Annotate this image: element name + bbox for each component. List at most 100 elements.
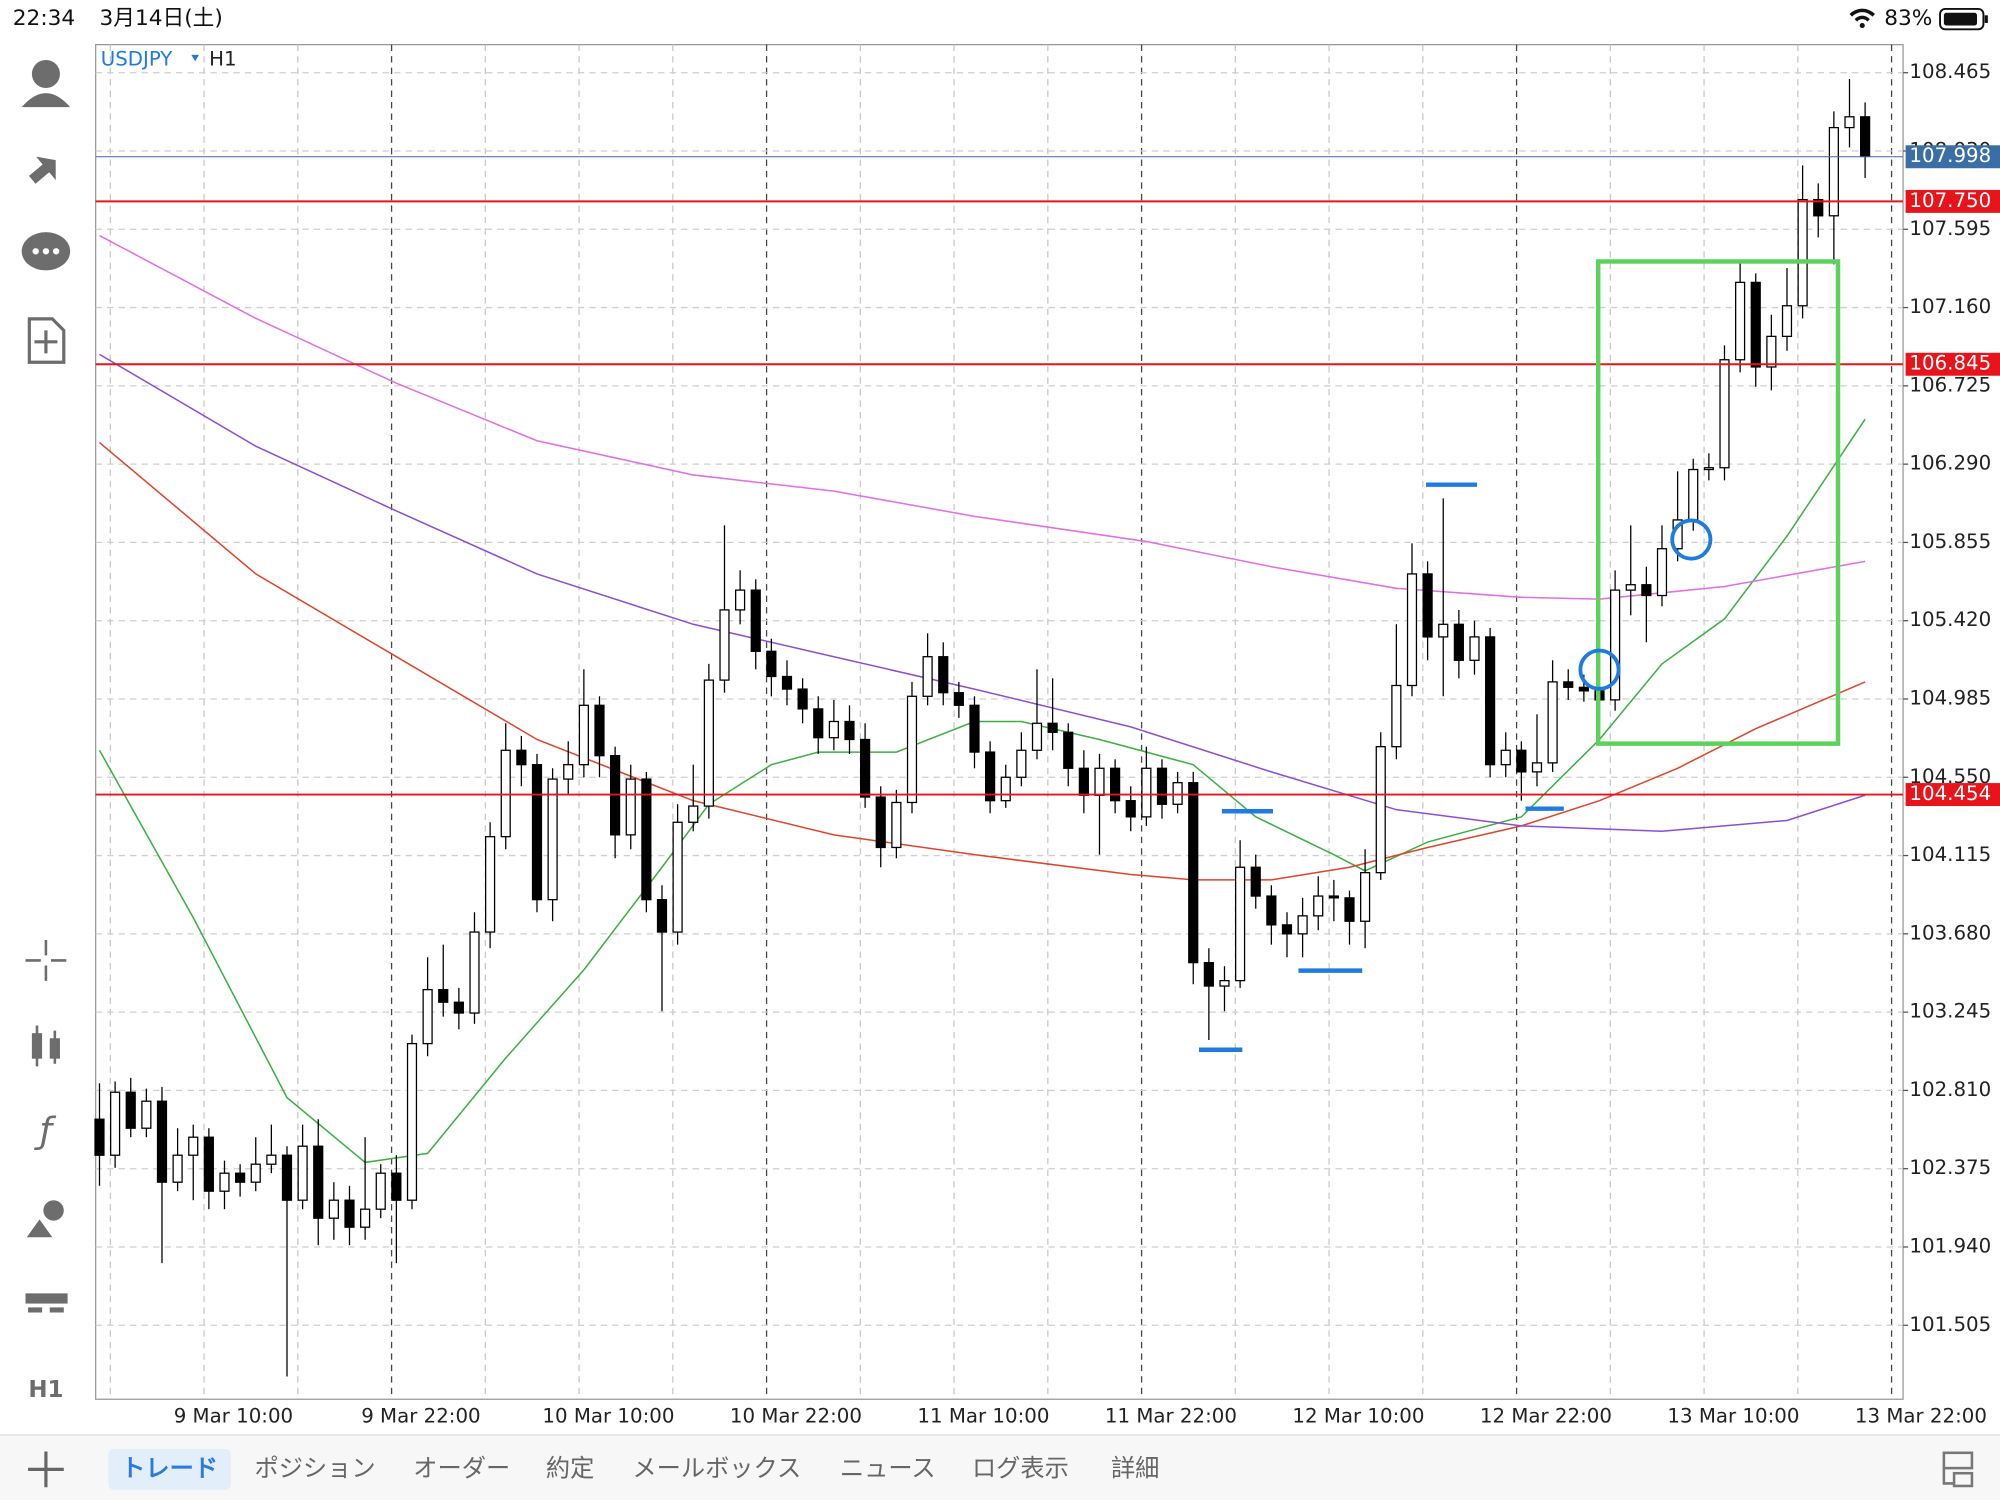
candle-body — [1750, 281, 1761, 368]
candle-body — [344, 1199, 355, 1228]
symbol[interactable]: USDJPY — [101, 47, 174, 70]
candle-body — [828, 720, 839, 739]
candle-body — [1235, 866, 1246, 982]
candle-body — [485, 836, 496, 933]
tab[interactable]: ポジション — [254, 1454, 375, 1482]
wifi-icon — [1849, 8, 1875, 29]
x-tick-label: 10 Mar 22:00 — [730, 1405, 862, 1428]
candle-body — [1141, 767, 1152, 818]
candle-body — [172, 1154, 183, 1183]
chart-type-icon[interactable] — [31, 1025, 60, 1067]
candle-body — [266, 1154, 277, 1165]
candle-body — [688, 805, 699, 823]
price-level-label: 107.998 — [1909, 144, 1991, 167]
crosshair-icon[interactable] — [25, 940, 67, 981]
candle-body — [1094, 767, 1105, 796]
objects-icon[interactable] — [26, 1200, 64, 1238]
tab[interactable]: 約定 — [546, 1454, 594, 1482]
candle-body — [1391, 684, 1402, 748]
candle-body — [922, 656, 933, 697]
candle-body — [1219, 979, 1230, 987]
candle-body — [1828, 126, 1839, 217]
y-tick-label: 102.810 — [1909, 1078, 1991, 1101]
candle-body — [516, 749, 527, 766]
symbol-dropdown[interactable] — [191, 54, 199, 62]
plot — [94, 79, 1904, 1377]
tab-bar — [0, 1434, 2000, 1500]
account-icon[interactable] — [21, 59, 71, 108]
candle-body — [1047, 722, 1058, 733]
candle-body — [547, 778, 558, 901]
candle-body — [719, 609, 730, 681]
timeframe-button[interactable]: H1 — [28, 1377, 63, 1403]
x-tick-label: 9 Mar 10:00 — [174, 1405, 293, 1428]
price-axis: 108.465108.030107.595107.160106.725106.2… — [1903, 60, 2000, 1336]
candle-body — [938, 656, 949, 694]
candle-body — [1641, 584, 1652, 597]
tab[interactable]: オーダー — [413, 1454, 510, 1482]
price-level-tag — [1905, 145, 2000, 169]
timeframe: H1 — [209, 47, 236, 70]
candle-body — [500, 749, 511, 838]
y-tick-label: 105.855 — [1909, 530, 1991, 553]
tab[interactable]: メールボックス — [632, 1454, 801, 1482]
indicator-icon[interactable]: ƒ — [34, 1111, 57, 1152]
chat-icon[interactable] — [21, 232, 71, 271]
candle-body — [1281, 924, 1293, 935]
candle-body — [1078, 767, 1089, 796]
tab[interactable]: 詳細 — [1111, 1454, 1159, 1482]
candle-body — [703, 679, 714, 807]
x-tick-label: 9 Mar 22:00 — [361, 1405, 480, 1428]
layout-icon[interactable] — [1942, 1451, 1974, 1488]
tab[interactable]: ログ表示 — [972, 1454, 1069, 1482]
price-level-tag — [1905, 352, 2000, 376]
candle-body — [578, 704, 589, 766]
y-tick-label: 107.160 — [1909, 295, 1991, 318]
add-button[interactable] — [28, 1451, 64, 1488]
x-tick-label: 12 Mar 10:00 — [1292, 1405, 1424, 1428]
moving-average — [98, 418, 1866, 1164]
templates-icon[interactable] — [25, 1293, 68, 1313]
candle-body — [422, 988, 433, 1045]
candle-body — [188, 1136, 199, 1156]
y-tick-label: 104.115 — [1909, 843, 1991, 866]
candle-body — [1422, 573, 1433, 638]
candle-body — [1375, 746, 1386, 874]
tab-highlight — [108, 1448, 231, 1490]
candle-body — [1250, 866, 1261, 897]
candle-body — [1000, 776, 1011, 802]
candle-body — [1844, 116, 1855, 129]
symbol-header: USDJPY H1 — [101, 47, 237, 70]
candle-body — [766, 650, 777, 678]
marker-circle — [1670, 518, 1713, 561]
candle-body — [1125, 800, 1136, 818]
candle-body — [1156, 767, 1168, 805]
tab[interactable]: ニュース — [840, 1454, 936, 1482]
tab[interactable]: トレード — [121, 1454, 218, 1482]
candle-body — [94, 1118, 105, 1156]
candle-body — [313, 1145, 324, 1219]
battery-icon — [1939, 7, 1988, 31]
status-date: 3月14日(土) — [99, 6, 222, 31]
candle-body — [1297, 915, 1308, 935]
candle-body — [1313, 895, 1324, 917]
candle-body — [125, 1091, 136, 1129]
y-tick-label: 101.505 — [1909, 1313, 1991, 1336]
trade-icon[interactable] — [22, 148, 65, 191]
candle-body — [438, 988, 449, 1003]
y-tick-label: 102.375 — [1909, 1156, 1991, 1179]
candle-body — [1063, 731, 1074, 769]
tabs: トレード ポジション オーダー 約定 メールボックス ニュース ログ表示 詳細 — [108, 1448, 1159, 1490]
candle-body — [1813, 198, 1824, 217]
battery-percent: 83% — [1884, 6, 1932, 31]
x-tick-label: 11 Mar 10:00 — [917, 1405, 1049, 1428]
candle-body — [656, 899, 668, 933]
candle-body — [594, 704, 605, 757]
y-tick-label: 107.595 — [1909, 217, 1991, 240]
moving-average — [99, 234, 1866, 600]
x-tick-label: 13 Mar 10:00 — [1667, 1405, 1799, 1428]
candle-body — [1188, 782, 1199, 964]
new-order-icon[interactable] — [27, 317, 66, 364]
candle-body — [797, 688, 808, 710]
candle-body — [219, 1172, 230, 1192]
